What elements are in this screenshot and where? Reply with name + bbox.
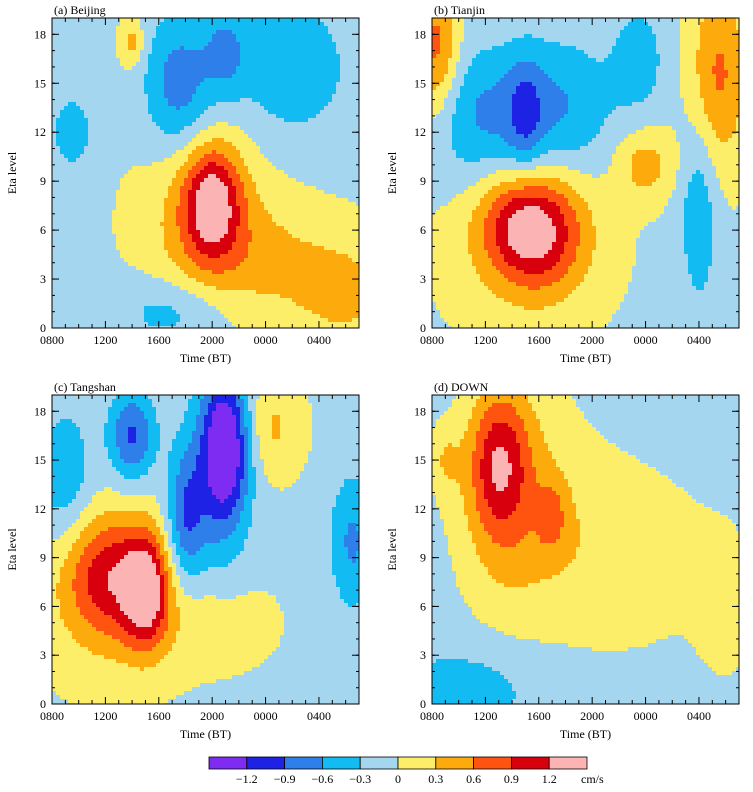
y-tick-label: 3 [420,648,426,662]
y-tick-label: 15 [414,76,426,90]
colorbar-swatch [548,756,588,770]
colorbar-tick-label: 0.6 [466,772,481,786]
x-tick-label: 0000 [634,709,658,723]
y-tick-label: 12 [414,125,426,139]
y-tick-label: 9 [420,174,426,188]
colorbar-tick-label: −0.3 [349,772,371,786]
x-tick-label: 1200 [473,709,497,723]
colorbar-swatch [284,756,323,770]
colorbar-swatch [321,756,361,770]
y-tick-label: 0 [420,697,426,711]
y-tick-label: 0 [420,321,426,335]
x-tick-label: 1200 [473,333,497,347]
y-tick-label: 9 [420,551,426,565]
x-tick-label: 0800 [420,709,444,723]
panel-title: (c) Tangshan [54,380,116,394]
plot-frame [431,394,740,705]
contour-field [432,18,739,328]
x-tick-label: 0400 [307,709,331,723]
contour-field [432,395,739,704]
y-tick-label: 9 [40,551,46,565]
x-tick-label: 0000 [254,709,278,723]
colorbar-swatch [473,756,512,770]
panel-title: (a) Beijing [54,3,106,17]
panel-title: (d) DOWN [434,380,489,394]
colorbar-tick-label: 1.2 [542,772,557,786]
x-axis-label: Time (BT) [560,727,611,741]
y-tick-label: 18 [34,404,46,418]
x-tick-label: 2000 [580,333,604,347]
colorbar-tick-label: 0.3 [428,772,443,786]
panel-b: 0 3 6 9 12 15 18 0800 1200 1600 2000 0000 0400 Time (… [385,3,740,365]
y-tick-label: 0 [40,321,46,335]
x-tick-label: 0000 [634,333,658,347]
y-tick-label: 0 [40,697,46,711]
panel-a: 0 3 6 9 12 15 18 0800 1200 1600 2000 0000 0400 Time (… [5,3,360,365]
colorbar-swatch [359,756,399,770]
x-tick-label: 1600 [527,333,551,347]
x-axis-label: Time (BT) [180,351,231,365]
colorbar-swatch [397,756,437,770]
y-tick-label: 15 [34,76,46,90]
x-tick-label: 2000 [200,333,224,347]
colorbar-swatch [435,756,474,770]
x-tick-label: 0000 [254,333,278,347]
plot-frame [51,394,360,705]
colorbar: −1.2 −0.9 −0.6 −0.3 0 0.3 0.6 0.9 1.2 cm/s [208,756,604,786]
panel-title: (b) Tianjin [434,3,485,17]
y-axis-label: Eta level [385,528,399,571]
y-tick-label: 18 [414,27,426,41]
panel-d: 0 3 6 9 12 15 18 0800 1200 1600 2000 0000 0400 Time (… [385,380,740,741]
colorbar-swatch [246,756,286,770]
contour-field [52,18,359,328]
y-axis-label: Eta level [385,151,399,194]
y-axis-label: Eta level [5,151,19,194]
contour-field [52,395,359,704]
colorbar-tick-label: −0.9 [274,772,296,786]
colorbar-tick-label: −1.2 [236,772,258,786]
x-tick-label: 1600 [527,709,551,723]
x-axis-label: Time (BT) [180,727,231,741]
y-tick-label: 12 [414,502,426,516]
y-tick-label: 6 [40,599,46,613]
y-tick-label: 15 [414,453,426,467]
y-tick-label: 18 [34,27,46,41]
x-axis-label: Time (BT) [560,351,611,365]
plot-frame [51,17,360,329]
panel-c: 0 3 6 9 12 15 18 0800 1200 1600 2000 0000 0400 Time (… [5,380,360,741]
plot-frame [431,17,740,329]
x-tick-label: 1600 [147,333,171,347]
colorbar-tick-label: −0.6 [312,772,334,786]
y-tick-label: 6 [420,599,426,613]
y-tick-label: 18 [414,404,426,418]
y-tick-label: 12 [34,502,46,516]
x-tick-label: 0800 [40,709,64,723]
x-tick-label: 0400 [687,709,711,723]
colorbar-swatch [510,756,550,770]
colorbar-tick-label: 0 [395,772,401,786]
y-tick-label: 3 [40,272,46,286]
y-tick-label: 9 [40,174,46,188]
y-tick-label: 3 [420,272,426,286]
y-tick-label: 6 [40,223,46,237]
x-tick-label: 1600 [147,709,171,723]
x-tick-label: 0800 [40,333,64,347]
y-tick-label: 12 [34,125,46,139]
colorbar-units: cm/s [581,772,604,786]
x-tick-label: 0800 [420,333,444,347]
colorbar-tick-label: 0.9 [504,772,519,786]
x-tick-label: 0400 [687,333,711,347]
x-tick-label: 2000 [580,709,604,723]
y-tick-label: 6 [420,223,426,237]
y-tick-label: 15 [34,453,46,467]
x-tick-label: 2000 [200,709,224,723]
colorbar-swatch [208,756,248,770]
x-tick-label: 1200 [93,333,117,347]
y-axis-label: Eta level [5,528,19,571]
x-tick-label: 1200 [93,709,117,723]
y-tick-label: 3 [40,648,46,662]
x-tick-label: 0400 [307,333,331,347]
